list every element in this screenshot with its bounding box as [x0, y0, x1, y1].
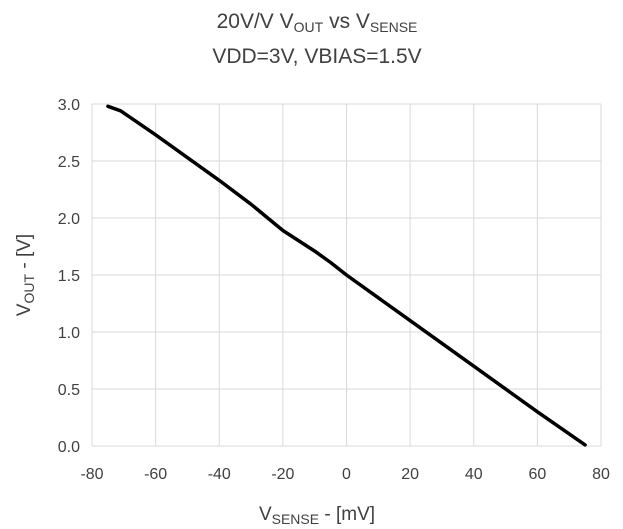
x-gridlines: [91, 104, 602, 446]
y-axis-label: VOUT - [V]: [14, 234, 37, 316]
x-tick-label: 60: [528, 466, 546, 483]
x-tick-label: 20: [401, 466, 419, 483]
x-tick-label: 80: [592, 466, 610, 483]
y-tick-label: 1.5: [58, 268, 80, 285]
x-tick-label: -40: [208, 466, 231, 483]
series-layer: [106, 104, 587, 447]
x-tick-label: -60: [144, 466, 167, 483]
chart-title-line-1: 20V/V VOUT vs VSENSE: [217, 10, 418, 35]
x-tick-labels: -80 -60 -40 -20 0 20 40 60 80: [80, 466, 610, 483]
y-tick-label: 3.0: [58, 97, 80, 114]
y-tick-label: 0.5: [58, 382, 80, 399]
x-tick-label: -20: [271, 466, 294, 483]
series-line: [106, 104, 587, 447]
y-tick-label: 1.0: [58, 325, 80, 342]
y-tick-labels: 0.0 0.5 1.0 1.5 2.0 2.5 3.0: [58, 97, 80, 456]
x-axis-label: VSENSE - [mV]: [259, 504, 375, 527]
x-tick-label: -80: [80, 466, 103, 483]
y-tick-label: 0.0: [58, 439, 80, 456]
y-tick-label: 2.5: [58, 154, 80, 171]
x-tick-label: 40: [465, 466, 483, 483]
y-tick-label: 2.0: [58, 211, 80, 228]
chart-title: 20V/V VOUT vs VSENSE VDD=3V, VBIAS=1.5V: [212, 10, 421, 68]
chart-title-line-2: VDD=3V, VBIAS=1.5V: [212, 45, 421, 68]
x-tick-label: 0: [342, 466, 351, 483]
